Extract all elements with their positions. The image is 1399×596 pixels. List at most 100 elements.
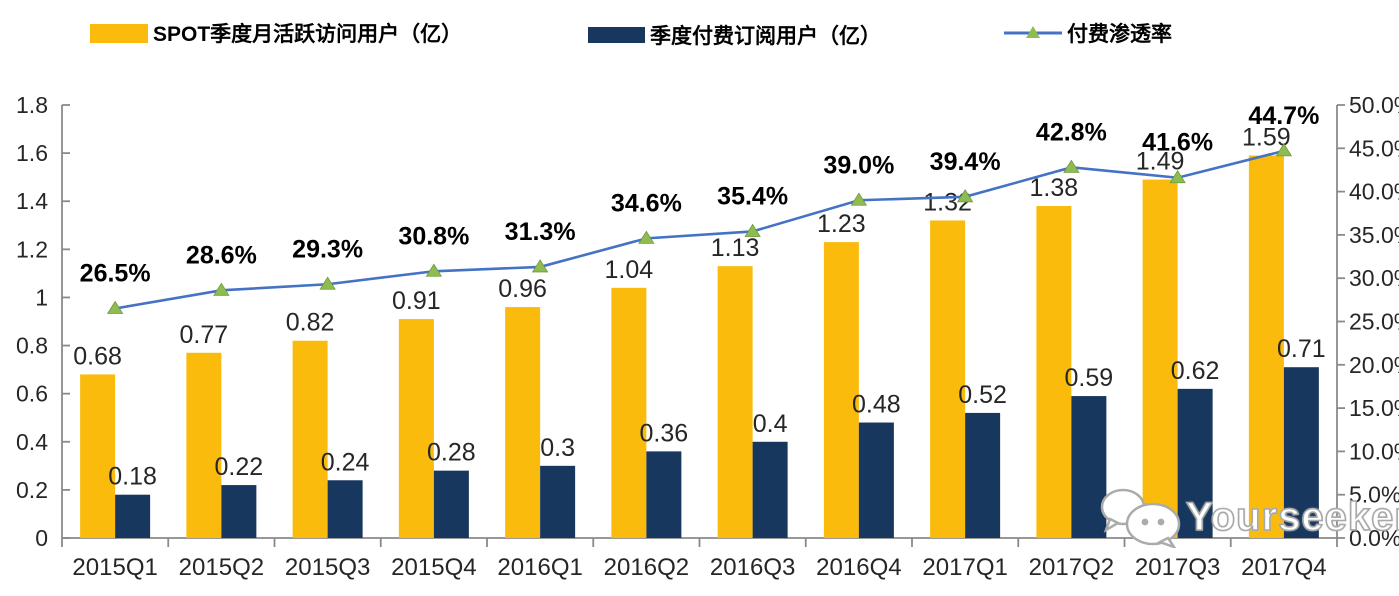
left-axis-label: 0.8 xyxy=(16,333,48,359)
penetration-marker-icon xyxy=(956,189,974,203)
bar-mau xyxy=(1248,155,1284,538)
legend-item-penetration: 付费渗透率 xyxy=(1004,18,1172,48)
mau-value-label: 0.82 xyxy=(286,309,335,337)
bar-mau xyxy=(398,319,434,538)
penetration-marker-icon xyxy=(850,192,868,206)
subscribers-value-label: 0.22 xyxy=(215,453,264,481)
bar-subscribers xyxy=(221,485,257,538)
penetration-value-label: 35.4% xyxy=(717,182,788,210)
mau-value-label: 0.96 xyxy=(498,275,547,303)
subscribers-value-label: 0.18 xyxy=(108,463,157,491)
right-axis-label: 50.0% xyxy=(1349,92,1399,118)
bar-mau xyxy=(186,352,222,538)
bar-mau xyxy=(292,340,328,538)
subscribers-value-label: 0.36 xyxy=(640,419,689,447)
penetration-value-label: 44.7% xyxy=(1248,102,1319,130)
x-tick-label: 2017Q1 xyxy=(922,554,1007,581)
subscribers-value-label: 0.24 xyxy=(321,448,370,476)
subscribers-legend-swatch xyxy=(588,27,645,43)
subscribers-value-label: 0.48 xyxy=(852,391,901,419)
right-axis-label: 45.0% xyxy=(1349,135,1399,161)
x-tick-label: 2017Q4 xyxy=(1241,554,1326,581)
x-tick-label: 2015Q2 xyxy=(179,554,264,581)
right-axis-label: 5.0% xyxy=(1349,482,1399,508)
penetration-marker-icon xyxy=(744,223,761,237)
penetration-value-label: 30.8% xyxy=(398,222,469,250)
bar-mau xyxy=(505,307,541,538)
penetration-marker-icon xyxy=(531,259,549,273)
mau-legend-label: SPOT季度月活跃访问用户（亿） xyxy=(153,23,463,46)
penetration-value-label: 39.4% xyxy=(930,148,1001,176)
bar-mau xyxy=(611,287,647,538)
penetration-marker-icon xyxy=(638,230,655,244)
right-axis-label: 25.0% xyxy=(1349,309,1399,335)
penetration-marker-icon xyxy=(1275,143,1293,157)
penetration-line-swatch-icon xyxy=(1004,26,1062,38)
penetration-marker-icon xyxy=(106,300,124,314)
subscribers-value-label: 0.4 xyxy=(753,410,788,438)
subscribers-value-label: 0.3 xyxy=(540,434,575,462)
left-axis-label: 1.6 xyxy=(16,140,48,166)
penetration-value-label: 41.6% xyxy=(1142,129,1213,157)
right-axis-label: 15.0% xyxy=(1349,395,1399,421)
x-tick-label: 2016Q3 xyxy=(710,554,795,581)
bar-subscribers xyxy=(433,470,469,538)
mau-value-label: 1.04 xyxy=(605,256,654,284)
x-tick-label: 2015Q1 xyxy=(72,554,157,581)
penetration-marker-icon xyxy=(1063,159,1080,173)
x-tick-label: 2016Q1 xyxy=(497,554,582,581)
legend-item-mau: SPOT季度月活跃访问用户（亿） xyxy=(90,18,462,48)
penetration-marker-icon xyxy=(319,276,336,290)
x-tick-label: 2017Q3 xyxy=(1135,554,1220,581)
penetration-value-label: 31.3% xyxy=(505,218,576,246)
bar-subscribers xyxy=(327,480,363,538)
penetration-marker-icon xyxy=(425,263,443,277)
left-axis-label: 1.4 xyxy=(16,188,48,214)
legend-item-subscribers: 季度付费订阅用户（亿） xyxy=(588,20,881,50)
penetration-value-label: 42.8% xyxy=(1036,118,1107,146)
left-axis-label: 0.6 xyxy=(16,381,48,407)
right-axis-label: 20.0% xyxy=(1349,352,1399,378)
bar-subscribers xyxy=(1071,396,1107,538)
bar-mau xyxy=(717,266,753,538)
bar-subscribers xyxy=(115,494,151,538)
x-tick-label: 2016Q4 xyxy=(816,554,901,581)
mau-value-label: 0.91 xyxy=(392,287,441,315)
bar-subscribers xyxy=(540,465,576,538)
right-axis-label: 30.0% xyxy=(1349,265,1399,291)
right-axis-label: 40.0% xyxy=(1349,179,1399,205)
left-axis-label: 1.2 xyxy=(16,236,48,262)
bar-subscribers xyxy=(965,412,1001,538)
bar-subscribers xyxy=(1283,367,1319,538)
penetration-value-label: 39.0% xyxy=(823,151,894,179)
bar-subscribers xyxy=(858,422,894,538)
right-axis-label: 10.0% xyxy=(1349,438,1399,464)
mau-value-label: 1.49 xyxy=(1136,148,1185,176)
x-tick-label: 2016Q2 xyxy=(604,554,689,581)
subscribers-value-label: 0.59 xyxy=(1065,364,1114,392)
left-axis-label: 1 xyxy=(35,284,48,310)
subscribers-legend-label: 季度付费订阅用户（亿） xyxy=(650,25,881,48)
bar-mau xyxy=(823,242,859,538)
penetration-value-label: 34.6% xyxy=(611,189,682,217)
bar-subscribers xyxy=(1177,388,1213,538)
bar-mau xyxy=(1036,206,1072,539)
bar-subscribers xyxy=(646,451,682,538)
bar-mau xyxy=(930,220,966,538)
penetration-value-label: 26.5% xyxy=(80,260,151,288)
penetration-legend-label: 付费渗透率 xyxy=(1067,23,1172,46)
subscribers-value-label: 0.71 xyxy=(1277,335,1326,363)
left-axis-label: 0.4 xyxy=(16,429,48,455)
x-tick-label: 2015Q4 xyxy=(391,554,476,581)
subscribers-value-label: 0.62 xyxy=(1171,357,1220,385)
left-axis-label: 0 xyxy=(35,525,48,551)
penetration-line xyxy=(114,149,1285,310)
left-axis-label: 0.2 xyxy=(16,477,48,503)
penetration-marker-icon xyxy=(213,282,230,296)
penetration-value-label: 29.3% xyxy=(292,235,363,263)
mau-value-label: 1.38 xyxy=(1030,174,1079,202)
bar-mau xyxy=(80,374,116,538)
mau-value-label: 1.23 xyxy=(817,210,866,238)
bar-mau xyxy=(1142,179,1178,539)
